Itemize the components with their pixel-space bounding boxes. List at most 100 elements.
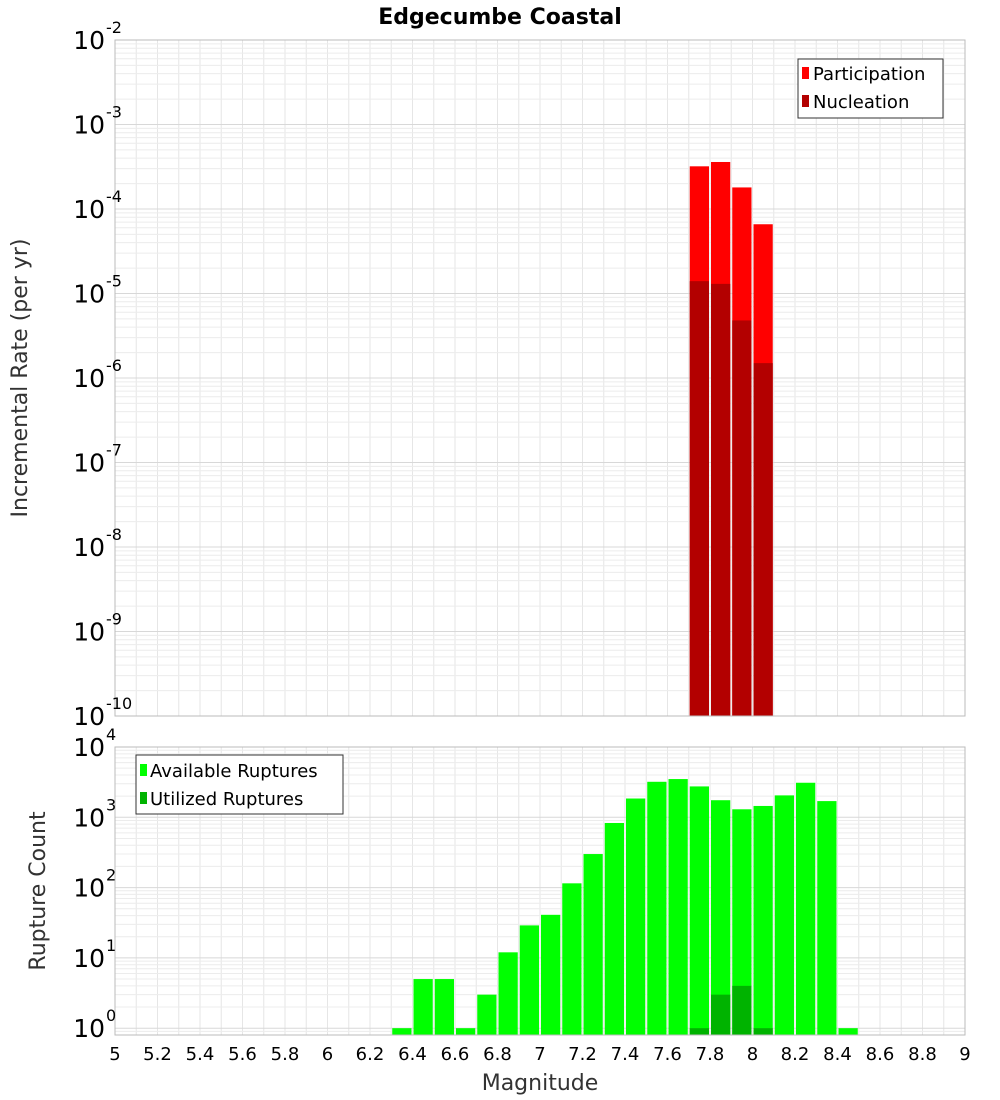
available-bar bbox=[477, 994, 497, 1035]
y-tick-exponent: -5 bbox=[106, 272, 122, 291]
y-tick-label: 10 bbox=[73, 874, 105, 903]
count-panel-bars bbox=[392, 779, 858, 1035]
count-panel-legend: Available Ruptures Utilized Ruptures bbox=[135, 754, 344, 815]
x-tick-label: 7 bbox=[534, 1044, 545, 1065]
x-tick-label: 9 bbox=[959, 1044, 970, 1065]
x-tick-label: 5.2 bbox=[143, 1044, 172, 1065]
rate-legend-box bbox=[797, 58, 944, 119]
x-tick-label: 5 bbox=[109, 1044, 120, 1065]
y-tick-label: 10 bbox=[73, 733, 105, 762]
y-tick-label: 10 bbox=[73, 449, 105, 478]
available-bar bbox=[668, 779, 688, 1035]
participation-legend-label: Participation bbox=[813, 64, 925, 85]
available-bar bbox=[711, 800, 731, 1035]
x-tick-label: 8 bbox=[747, 1044, 758, 1065]
available-bar bbox=[604, 822, 624, 1035]
available-bar bbox=[583, 854, 603, 1035]
x-tick-label: 7.2 bbox=[568, 1044, 597, 1065]
y-tick-label: 10 bbox=[73, 702, 105, 731]
available-legend-label: Available Ruptures bbox=[150, 761, 318, 782]
x-tick-label: 5.6 bbox=[228, 1044, 257, 1065]
available-bar bbox=[753, 805, 773, 1035]
available-bar bbox=[689, 786, 709, 1035]
available-bar bbox=[434, 979, 454, 1035]
available-bar bbox=[626, 798, 646, 1035]
x-tick-label: 8.8 bbox=[908, 1044, 937, 1065]
available-bar bbox=[392, 1028, 412, 1035]
rate-panel-ylabel: Incremental Rate (per yr) bbox=[8, 239, 33, 518]
y-tick-exponent: 2 bbox=[106, 866, 116, 885]
x-tick-label: 6 bbox=[322, 1044, 333, 1065]
available-bar bbox=[817, 801, 837, 1035]
available-bar bbox=[732, 809, 752, 1035]
x-tick-label: 6.6 bbox=[441, 1044, 470, 1065]
y-tick-exponent: -6 bbox=[106, 356, 122, 375]
y-tick-exponent: -2 bbox=[106, 18, 122, 37]
y-tick-exponent: -9 bbox=[106, 610, 122, 629]
x-tick-label: 6.2 bbox=[356, 1044, 385, 1065]
nucleation-bar bbox=[753, 363, 773, 716]
rate-panel-frame bbox=[114, 39, 966, 717]
rate-panel-bars bbox=[689, 161, 773, 717]
utilized-bar bbox=[689, 1028, 709, 1035]
nucleation-bar bbox=[711, 283, 731, 716]
x-tick-label: 8.6 bbox=[866, 1044, 895, 1065]
nucleation-bar bbox=[689, 281, 709, 716]
utilized-bar bbox=[732, 985, 752, 1035]
x-tick-label: 5.8 bbox=[271, 1044, 300, 1065]
chart-title: Edgecumbe Coastal bbox=[378, 5, 622, 30]
utilized-bar bbox=[711, 994, 731, 1035]
available-bar bbox=[498, 952, 518, 1035]
y-tick-exponent: -7 bbox=[106, 441, 122, 460]
utilized-bar bbox=[753, 1028, 773, 1035]
count-legend-box bbox=[135, 754, 344, 815]
count-panel-ylabel: Rupture Count bbox=[26, 811, 51, 971]
y-tick-exponent: 0 bbox=[106, 1006, 116, 1025]
x-tick-label: 6.4 bbox=[398, 1044, 427, 1065]
y-tick-label: 10 bbox=[73, 1014, 105, 1043]
y-tick-label: 10 bbox=[73, 618, 105, 647]
y-tick-label: 10 bbox=[73, 195, 105, 224]
available-bar bbox=[647, 781, 667, 1035]
y-tick-label: 10 bbox=[73, 364, 105, 393]
x-tick-label: 7.8 bbox=[696, 1044, 725, 1065]
available-bar bbox=[413, 979, 433, 1035]
y-tick-label: 10 bbox=[73, 533, 105, 562]
count-panel-frame bbox=[114, 746, 966, 1036]
y-tick-label: 10 bbox=[73, 111, 105, 140]
rate-panel-legend: Participation Nucleation bbox=[797, 58, 944, 119]
x-tick-label: 6.8 bbox=[483, 1044, 512, 1065]
utilized-swatch bbox=[140, 792, 147, 804]
available-bar bbox=[456, 1028, 476, 1035]
available-bar bbox=[838, 1028, 858, 1035]
participation-swatch bbox=[802, 67, 809, 79]
x-tick-label: 7.4 bbox=[611, 1044, 640, 1065]
rate-panel-grid bbox=[114, 39, 966, 717]
y-tick-label: 10 bbox=[73, 803, 105, 832]
y-tick-exponent: 4 bbox=[106, 725, 116, 744]
available-bar bbox=[562, 883, 582, 1035]
nucleation-bar bbox=[732, 320, 752, 716]
utilized-legend-label: Utilized Ruptures bbox=[150, 789, 303, 810]
available-swatch bbox=[140, 764, 147, 776]
x-tick-label: 8.2 bbox=[781, 1044, 810, 1065]
available-bar bbox=[519, 925, 539, 1035]
y-tick-exponent: -8 bbox=[106, 525, 122, 544]
count-panel-x-ticks: 5 5.2 5.4 5.6 5.8 6 6.2 6.4 6.6 6.8 7 7.2 7.4 7.6 7.8 8… bbox=[109, 1044, 970, 1065]
x-tick-label: 7.6 bbox=[653, 1044, 682, 1065]
y-tick-label: 10 bbox=[73, 944, 105, 973]
nucleation-legend-label: Nucleation bbox=[813, 92, 909, 113]
y-tick-exponent: 1 bbox=[106, 936, 116, 955]
count-panel-xlabel: Magnitude bbox=[482, 1071, 599, 1096]
available-bar bbox=[541, 914, 561, 1035]
available-bar bbox=[796, 782, 816, 1035]
y-tick-exponent: -3 bbox=[106, 103, 122, 122]
x-tick-label: 5.4 bbox=[186, 1044, 215, 1065]
available-bar bbox=[774, 795, 794, 1035]
y-tick-label: 10 bbox=[73, 26, 105, 55]
y-tick-exponent: -10 bbox=[106, 694, 132, 713]
